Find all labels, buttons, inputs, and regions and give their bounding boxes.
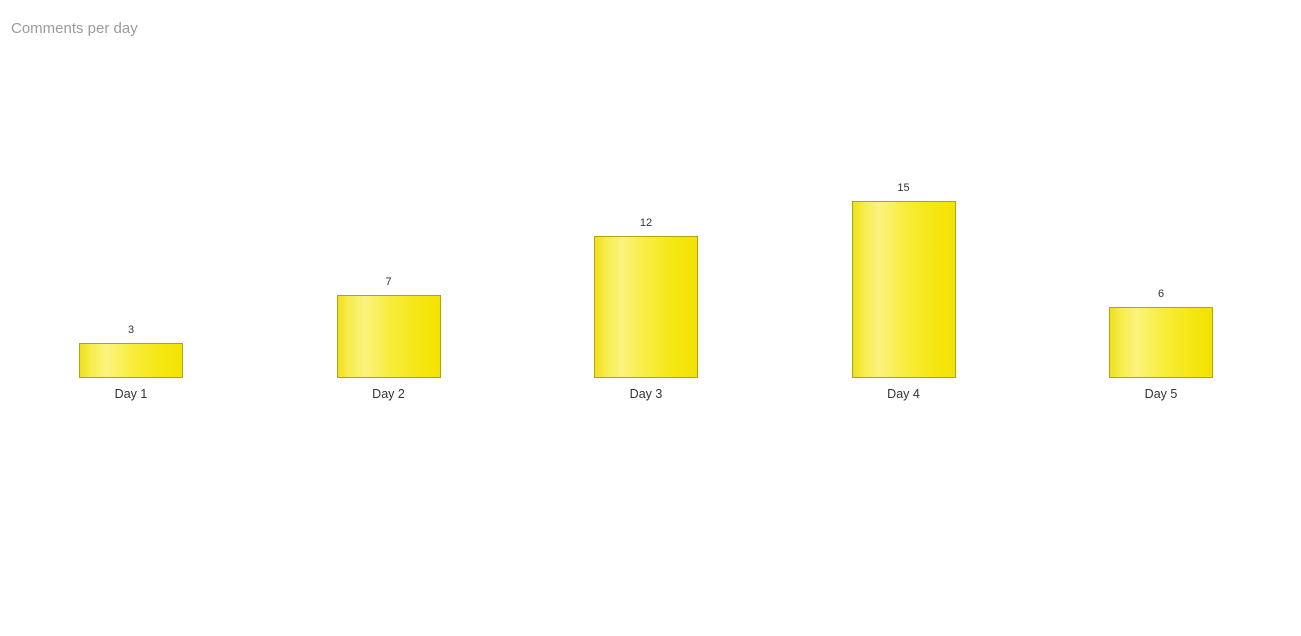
bar-day-1[interactable] <box>79 343 183 378</box>
bar-day-2[interactable] <box>336 295 441 378</box>
category-label: Day 3 <box>629 387 663 401</box>
bar-day-5[interactable] <box>1109 307 1213 378</box>
bar-value-label: 7 <box>385 276 392 288</box>
category-label: Day 2 <box>372 387 405 401</box>
bar-value-label: 15 <box>897 182 910 194</box>
bar-value-label: 6 <box>1157 288 1165 300</box>
bar-day-3[interactable] <box>594 236 698 378</box>
bar-value-label: 3 <box>127 324 135 336</box>
bar-day-4[interactable] <box>851 201 956 378</box>
chart-title: Comments per day <box>11 20 138 37</box>
bar-value-label: 12 <box>639 217 653 229</box>
category-label: Day 4 <box>887 387 920 401</box>
category-label: Day 1 <box>114 387 148 401</box>
category-label: Day 5 <box>1144 387 1178 401</box>
